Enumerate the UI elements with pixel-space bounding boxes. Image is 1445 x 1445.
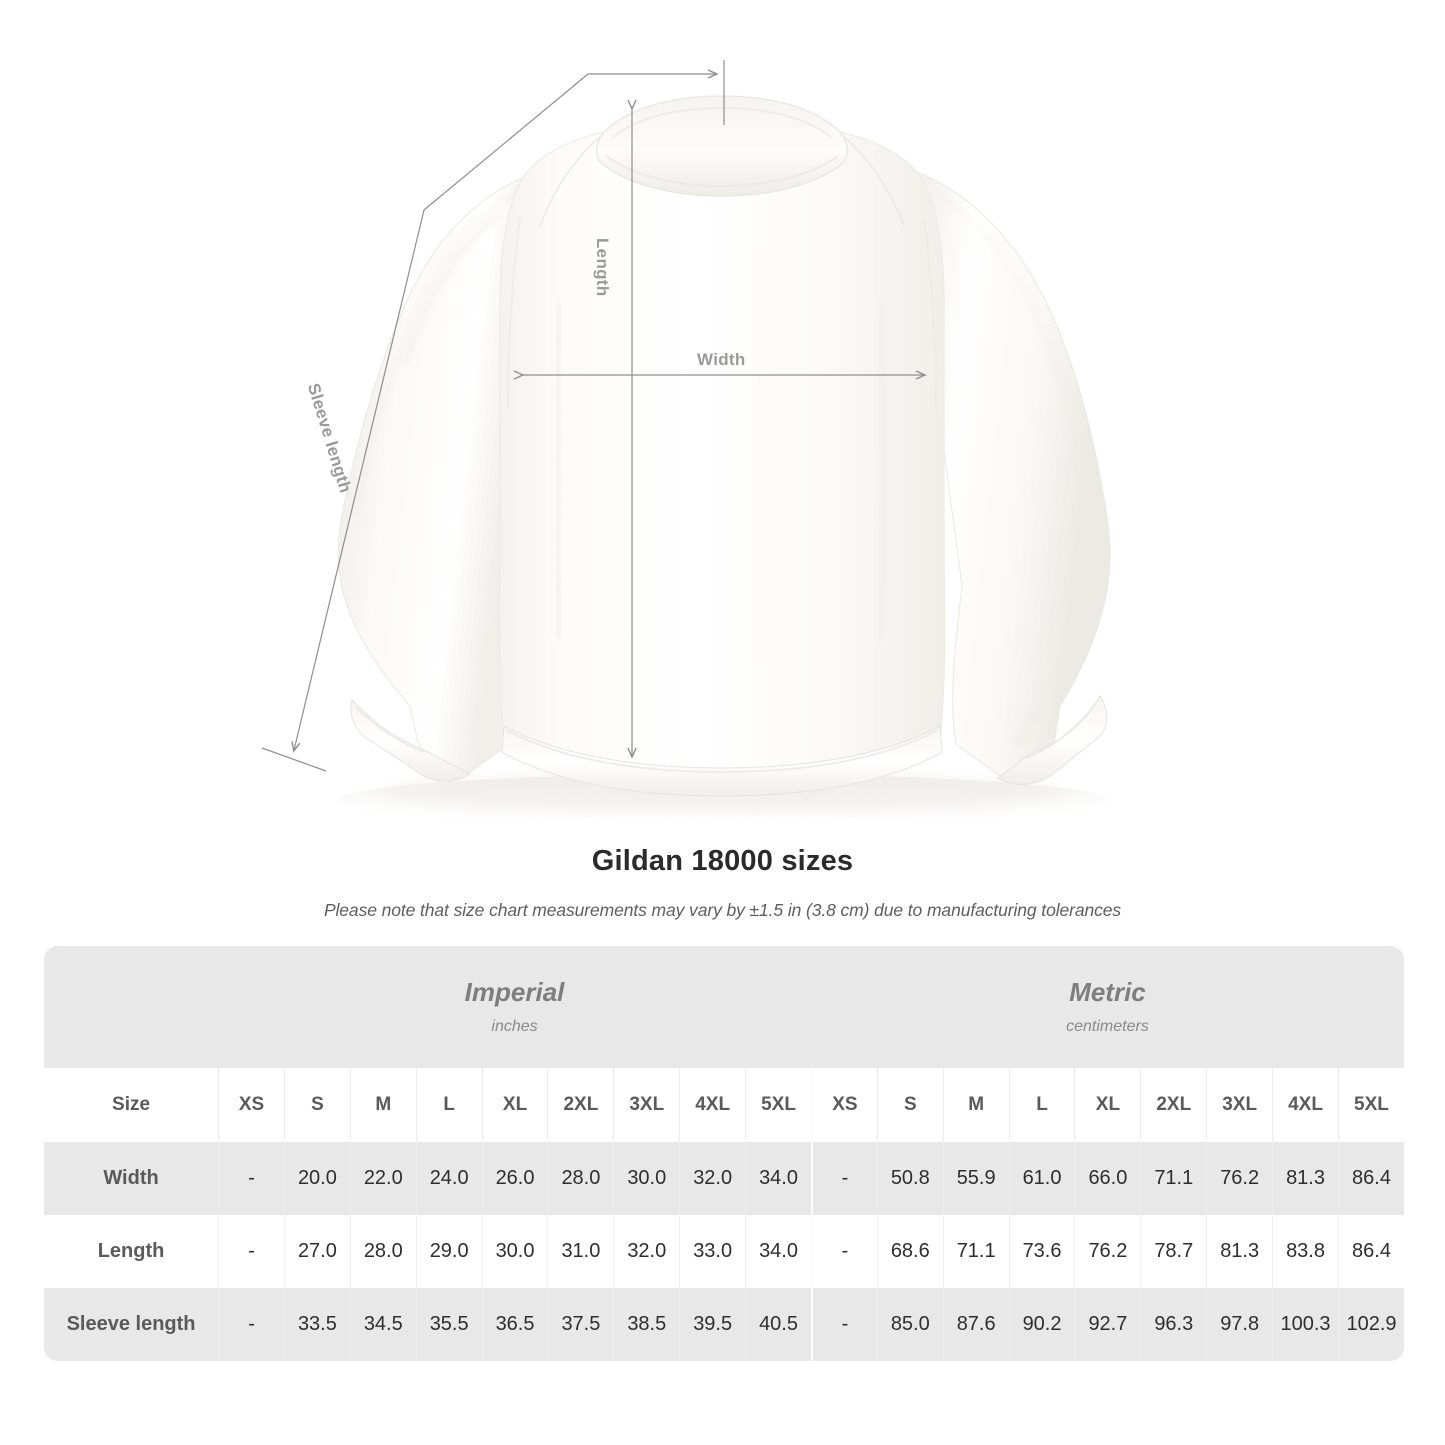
- cell-metric-2xl: 78.7: [1140, 1215, 1207, 1288]
- cell-imperial-2xl: 37.5: [547, 1288, 614, 1361]
- metric-unit-header: Metric centimeters: [810, 946, 1404, 1068]
- cell-metric-2xl: 96.3: [1140, 1288, 1207, 1361]
- cell-metric-5xl: 86.4: [1337, 1142, 1404, 1215]
- cell-imperial-xs: -: [218, 1215, 284, 1288]
- size-chart-table-wrapper: Imperial inches Metric centimeters Size XS S M L…: [44, 946, 1404, 1361]
- cell-imperial-s: 20.0: [283, 1142, 350, 1215]
- sleeve-end-tick: [261, 747, 327, 772]
- unit-header-row: Imperial inches Metric centimeters: [44, 946, 1404, 1068]
- size-header-imperial-2xl[interactable]: 2XL: [547, 1068, 614, 1142]
- cell-metric-4xl: 81.3: [1272, 1142, 1338, 1215]
- cell-imperial-xl: 36.5: [481, 1288, 548, 1361]
- cell-imperial-4xl: 39.5: [679, 1288, 746, 1361]
- row-label-sleeve-length: Sleeve length: [44, 1288, 219, 1361]
- size-header-metric-xl[interactable]: XL: [1074, 1068, 1141, 1142]
- title-block: Gildan 18000 sizes Please note that size…: [0, 845, 1445, 921]
- table-row: Width -20.0 22.0 24.0 26.0 28.0 30.0 32.0 34.0-5…: [44, 1142, 1404, 1215]
- cell-metric-l: 90.2: [1008, 1288, 1075, 1361]
- cell-imperial-2xl: 31.0: [547, 1215, 614, 1288]
- cell-imperial-2xl: 28.0: [547, 1142, 614, 1215]
- size-header-imperial-l[interactable]: L: [415, 1068, 482, 1142]
- size-header-metric-5xl[interactable]: 5XL: [1337, 1068, 1404, 1142]
- cell-metric-3xl: 81.3: [1206, 1215, 1273, 1288]
- cell-metric-s: 85.0: [876, 1288, 943, 1361]
- imperial-unit-sub: inches: [491, 1018, 538, 1036]
- cell-metric-xl: 92.7: [1074, 1288, 1141, 1361]
- size-header-imperial-m[interactable]: M: [349, 1068, 416, 1142]
- cell-imperial-5xl: 40.5: [745, 1288, 811, 1361]
- cell-imperial-xs: -: [218, 1288, 284, 1361]
- cell-metric-4xl: 100.3: [1272, 1288, 1338, 1361]
- unit-header-spacer: [44, 946, 219, 1068]
- cell-metric-s: 50.8: [876, 1142, 943, 1215]
- cell-metric-3xl: 76.2: [1206, 1142, 1273, 1215]
- size-header-imperial-3xl[interactable]: 3XL: [613, 1068, 680, 1142]
- sweatshirt-illustration: [337, 95, 1111, 826]
- cell-imperial-5xl: 34.0: [745, 1215, 811, 1288]
- cell-metric-m: 55.9: [942, 1142, 1009, 1215]
- garment-diagram: Length Width Sleeve length: [261, 60, 1111, 826]
- size-header-imperial-xl[interactable]: XL: [481, 1068, 548, 1142]
- imperial-unit-header: Imperial inches: [218, 946, 811, 1068]
- table-row: Sleeve length -33.5 34.5 35.5 36.5 37.5 38.5 39…: [44, 1288, 1404, 1361]
- size-header-imperial-4xl[interactable]: 4XL: [679, 1068, 746, 1142]
- size-header-metric-l[interactable]: L: [1008, 1068, 1075, 1142]
- row-label-width: Width: [44, 1142, 219, 1215]
- size-header-metric-3xl[interactable]: 3XL: [1206, 1068, 1273, 1142]
- size-header-label: Size: [44, 1068, 219, 1142]
- cell-imperial-s: 27.0: [283, 1215, 350, 1288]
- cell-metric-xl: 76.2: [1074, 1215, 1141, 1288]
- cell-metric-5xl: 86.4: [1337, 1215, 1404, 1288]
- metric-unit-name: Metric: [1069, 976, 1146, 1007]
- table-row: Length -27.0 28.0 29.0 30.0 31.0 32.0 33.0 34.0-…: [44, 1215, 1404, 1288]
- cell-metric-5xl: 102.9: [1337, 1288, 1404, 1361]
- cell-metric-s: 68.6: [876, 1215, 943, 1288]
- cell-imperial-xs: -: [218, 1142, 284, 1215]
- tolerance-note: Please note that size chart measurements…: [323, 900, 1122, 920]
- size-header-row: Size XS S M L XL 2XL 3XL 4XL 5XL XS S M L XL 2XL 3XL 4XL 5…: [44, 1068, 1404, 1142]
- size-header-metric-xs[interactable]: XS: [810, 1068, 877, 1142]
- size-header-metric-2xl[interactable]: 2XL: [1140, 1068, 1207, 1142]
- cell-metric-2xl: 71.1: [1140, 1142, 1207, 1215]
- cell-imperial-4xl: 32.0: [679, 1142, 746, 1215]
- cell-imperial-3xl: 38.5: [613, 1288, 680, 1361]
- cell-metric-m: 87.6: [942, 1288, 1009, 1361]
- cell-imperial-xl: 26.0: [481, 1142, 548, 1215]
- metric-unit-sub: centimeters: [1066, 1018, 1149, 1036]
- cell-imperial-3xl: 30.0: [613, 1142, 680, 1215]
- cell-imperial-m: 28.0: [349, 1215, 416, 1288]
- cell-metric-l: 61.0: [1008, 1142, 1075, 1215]
- size-header-imperial-s[interactable]: S: [283, 1068, 350, 1142]
- row-label-length: Length: [44, 1215, 219, 1288]
- cell-imperial-l: 35.5: [415, 1288, 482, 1361]
- cell-imperial-4xl: 33.0: [679, 1215, 746, 1288]
- size-header-imperial-5xl[interactable]: 5XL: [745, 1068, 811, 1142]
- page-title: Gildan 18000 sizes: [591, 845, 854, 877]
- cell-metric-xs: -: [810, 1288, 877, 1361]
- cell-metric-xs: -: [810, 1215, 877, 1288]
- size-header-imperial-xs[interactable]: XS: [218, 1068, 284, 1142]
- size-header-metric-s[interactable]: S: [876, 1068, 943, 1142]
- cell-metric-xl: 66.0: [1074, 1142, 1141, 1215]
- size-header-metric-4xl[interactable]: 4XL: [1272, 1068, 1338, 1142]
- cell-metric-l: 73.6: [1008, 1215, 1075, 1288]
- cell-imperial-3xl: 32.0: [613, 1215, 680, 1288]
- cell-imperial-l: 29.0: [415, 1215, 482, 1288]
- cell-imperial-m: 22.0: [349, 1142, 416, 1215]
- cell-metric-4xl: 83.8: [1272, 1215, 1338, 1288]
- cell-imperial-m: 34.5: [349, 1288, 416, 1361]
- measurement-annotations: [261, 60, 927, 772]
- cell-imperial-5xl: 34.0: [745, 1142, 811, 1215]
- sleeve-length-line: [291, 73, 589, 753]
- cell-metric-3xl: 97.8: [1206, 1288, 1273, 1361]
- cell-imperial-xl: 30.0: [481, 1215, 548, 1288]
- size-chart-table: Imperial inches Metric centimeters Size XS S M L…: [44, 946, 1404, 1361]
- size-header-metric-m[interactable]: M: [942, 1068, 1009, 1142]
- cell-imperial-s: 33.5: [283, 1288, 350, 1361]
- cell-metric-m: 71.1: [942, 1215, 1009, 1288]
- cell-metric-xs: -: [810, 1142, 877, 1215]
- imperial-unit-name: Imperial: [464, 976, 565, 1007]
- cell-imperial-l: 24.0: [415, 1142, 482, 1215]
